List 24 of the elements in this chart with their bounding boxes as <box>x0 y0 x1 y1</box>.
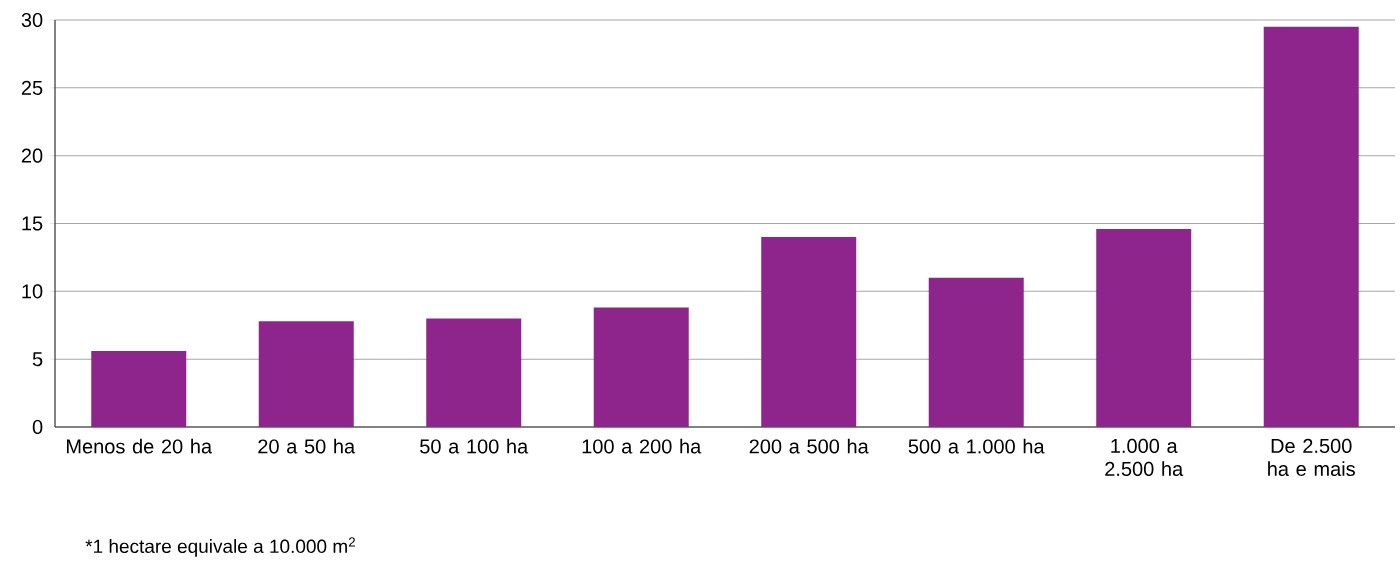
bar <box>1263 26 1359 427</box>
y-tick-label: 30 <box>21 12 43 28</box>
x-tick-label: 20 a 50 ha <box>258 438 356 454</box>
bar <box>91 351 187 427</box>
x-tick-label: 50 a 100 ha <box>420 438 529 454</box>
x-tick-label: 1.000 a 2.500 ha <box>1105 438 1184 477</box>
y-tick-label: 10 <box>22 284 43 299</box>
text: *1 hectare equivale a 10.000 m$^{2}$ <box>85 537 355 557</box>
bar <box>426 318 522 427</box>
y-tick-label: 0 <box>32 419 43 435</box>
x-tick-label: Menos de 20 ha <box>67 438 213 454</box>
x-tick-label: 100 a 200 ha <box>582 438 702 454</box>
bar <box>928 277 1024 427</box>
y-tick-label: 5 <box>32 352 43 367</box>
bar <box>593 307 689 427</box>
y-tick-label: 20 <box>21 148 43 163</box>
bar <box>1096 228 1192 427</box>
y-tick-label: 25 <box>21 80 43 95</box>
bar <box>258 321 354 427</box>
bar <box>761 237 857 427</box>
x-tick-label: 500 a 1.000 ha <box>908 438 1045 454</box>
y-tick-label: 15 <box>22 216 43 231</box>
x-tick-label: 200 a 500 ha <box>749 438 869 454</box>
x-tick-label: De 2.500 ha e mais <box>1268 438 1355 477</box>
